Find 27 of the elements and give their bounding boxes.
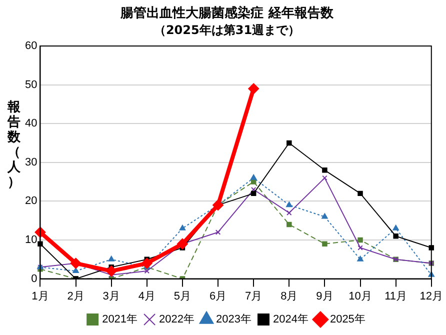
x-tick-label: 4月 <box>138 290 156 302</box>
x-tick-label: 11月 <box>384 290 408 302</box>
y-tick-label: 0 <box>31 272 38 285</box>
x-tick-label: 6月 <box>209 290 227 302</box>
x-tick-label: 9月 <box>316 290 334 302</box>
y-tick-label: 20 <box>24 195 38 208</box>
y-axis-title: 報告数（人） <box>6 100 22 190</box>
x-tick-label: 8月 <box>280 290 298 302</box>
legend-label: 2025年 <box>330 314 366 326</box>
legend-label: 2021年 <box>102 314 138 326</box>
x-tick-label: 3月 <box>102 290 120 302</box>
y-tick-label: 60 <box>24 40 38 52</box>
x-tick-label: 1月 <box>32 290 49 302</box>
chart-subtitle: （2025年は第31週まで） <box>154 22 300 37</box>
y-tick-label: 50 <box>24 78 38 91</box>
legend-label: 2024年 <box>272 314 308 326</box>
x-tick-label: 12月 <box>420 290 444 302</box>
y-tick-label: 30 <box>24 156 38 168</box>
x-tick-label: 10月 <box>348 290 372 302</box>
y-tick-label: 10 <box>24 234 38 246</box>
x-tick-label: 5月 <box>174 290 192 302</box>
legend-label: 2023年 <box>216 314 252 326</box>
x-tick-label: 7月 <box>245 290 262 302</box>
legend-label: 2022年 <box>159 314 195 326</box>
chart-title: 腸管出血性大腸菌感染症 経年報告数 <box>120 5 334 22</box>
y-tick-label: 40 <box>24 118 38 130</box>
x-tick-label: 2月 <box>67 290 84 302</box>
